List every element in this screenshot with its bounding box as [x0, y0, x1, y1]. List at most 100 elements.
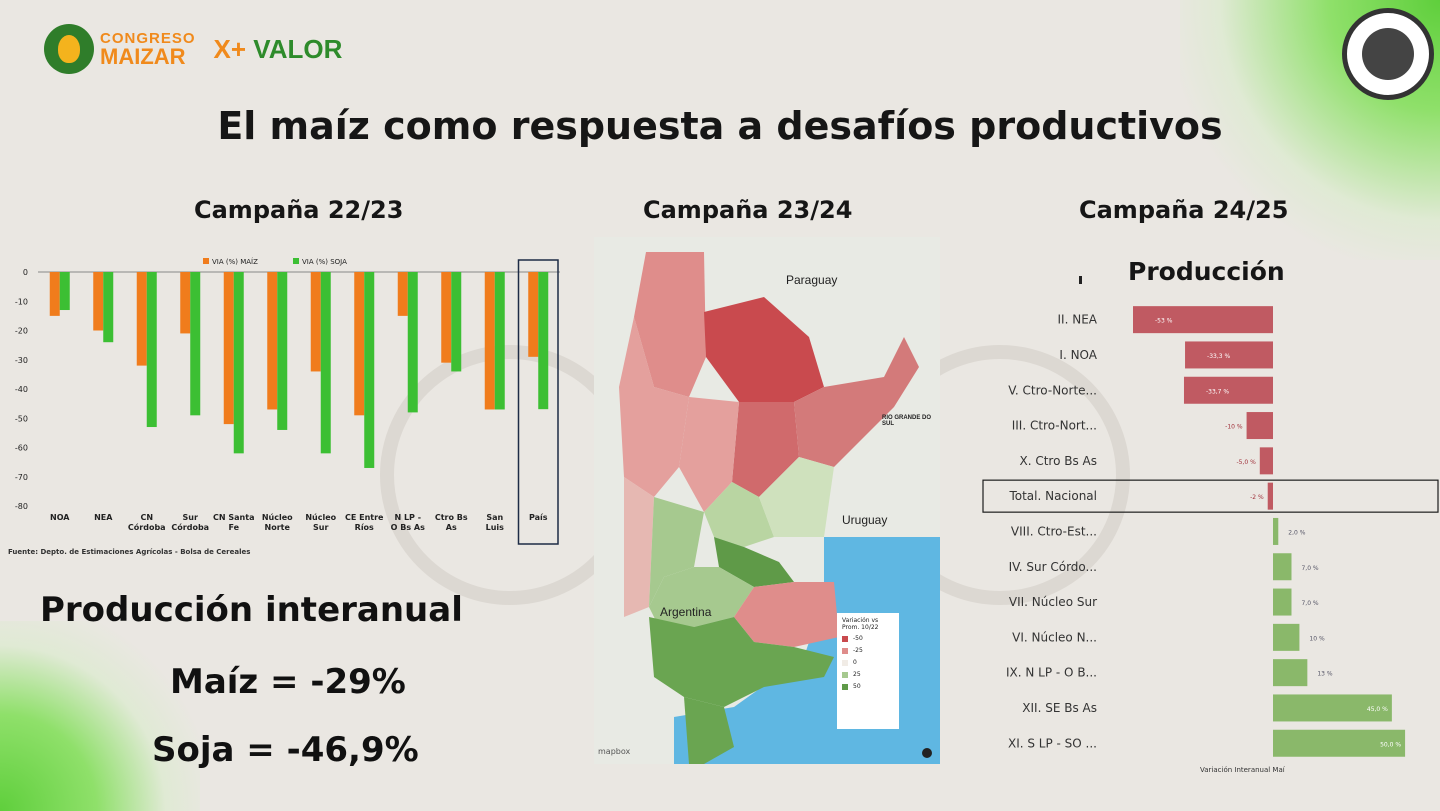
- legend-value: 0: [853, 659, 857, 667]
- hbar-value-label: 7,0 %: [1301, 600, 1318, 607]
- hbar-category-label: III. Ctro-Nort...: [1012, 419, 1097, 433]
- region-map[interactable]: Paraguay Uruguay Argentina RIO GRANDE DO…: [594, 237, 940, 764]
- hbar: [1273, 588, 1292, 616]
- map-label-uruguay: Uruguay: [842, 513, 888, 527]
- x-tick-label: País: [529, 513, 548, 522]
- map-legend: Variación vs Prom. 10/22 -50 -25 0 25 50: [837, 613, 899, 729]
- x-tick-label: N LP -O Bs As: [391, 513, 425, 532]
- legend-item: -50: [842, 635, 894, 642]
- hbar-chart-produccion: II. NEA -53 % I. NOA -33,3 % V. Ctro-Norte..…: [982, 306, 1439, 757]
- map-region-cuyo: [624, 477, 654, 617]
- hbar-category-label: I. NOA: [1059, 348, 1097, 362]
- hbar-category-label: VI. Núcleo N...: [1012, 630, 1097, 644]
- hbar-category-label: Total. Nacional: [1008, 489, 1097, 503]
- mapbox-attribution[interactable]: mapbox: [598, 747, 631, 756]
- bar-soja: [190, 272, 201, 416]
- legend-label: VIA (%) SOJA: [302, 258, 347, 266]
- x-tick-label: San Luis: [486, 513, 505, 532]
- map-region-nea-south: [732, 402, 799, 497]
- hbar-category-label: IX. N LP - O B...: [1006, 666, 1097, 680]
- maiz-logo-icon: [44, 24, 94, 74]
- bar-maiz: [49, 272, 60, 316]
- hbar: [1273, 729, 1406, 757]
- hbar-value-label: 2,0 %: [1288, 529, 1305, 536]
- hbar-category-label: XII. SE Bs As: [1022, 701, 1097, 715]
- legend-item: 50: [842, 683, 894, 690]
- x-tick-label: NEA: [94, 513, 113, 522]
- produccion-interanual-heading: Producción interanual: [40, 590, 463, 630]
- hbar-value-label: -5,0 %: [1236, 459, 1256, 466]
- campaign-title-22-23: Campaña 22/23: [194, 196, 404, 224]
- legend-item: 0: [842, 659, 894, 666]
- map-region-cordoba-north: [679, 397, 739, 512]
- legend-swatch: [293, 258, 299, 264]
- map-region-nucleo: [714, 537, 794, 587]
- bar-soja: [364, 272, 375, 468]
- congreso-maizar-logo: CONGRESO MAIZAR X+ VALOR: [44, 24, 342, 74]
- x-tick-label: Ctro Bs As: [435, 513, 468, 532]
- bar-maiz: [397, 272, 408, 316]
- hbar: [1267, 482, 1273, 510]
- bar-maiz: [354, 272, 365, 416]
- x-tick-label: CN Santa Fe: [213, 513, 254, 532]
- x-tick-label: Núcleo Sur: [305, 513, 336, 532]
- map-region-bsas-west: [649, 567, 754, 637]
- map-legend-title: Variación vs Prom. 10/22: [842, 617, 879, 632]
- bolsa-cereales-seal-icon: [1342, 8, 1434, 100]
- legend-value: -25: [853, 647, 863, 655]
- bar-soja: [407, 272, 418, 413]
- hbar-category-label: X. Ctro Bs As: [1019, 454, 1097, 468]
- hbar-value-label: 45,0 %: [1367, 706, 1388, 713]
- bar-chart-variacion: VIA (%) MAÍZ VIA (%) SOJA 0 -10 -20 -30 -40 -50…: [15, 257, 560, 545]
- map-region-sur-lp: [649, 617, 834, 707]
- hbar: [1259, 447, 1273, 475]
- bar-soja: [277, 272, 288, 430]
- hbar-value-label: 7,0 %: [1301, 565, 1318, 572]
- campaign-title-23-24: Campaña 23/24: [643, 196, 853, 224]
- bar-maiz: [267, 272, 278, 410]
- hbar-value-label: -2 %: [1250, 494, 1264, 501]
- bar-maiz: [180, 272, 191, 334]
- bar-soja: [103, 272, 114, 343]
- chart-source: Fuente: Depto. de Estimaciones Agrícolas…: [8, 548, 251, 556]
- logo-line1: CONGRESO: [100, 29, 196, 47]
- x-tick-label: NOA: [50, 513, 70, 522]
- y-tick-label: -20: [15, 327, 28, 336]
- x-tick-label: CE Entre Ríos: [345, 513, 384, 532]
- y-tick-label: -30: [15, 356, 28, 365]
- bar-maiz: [528, 272, 539, 357]
- hbar-value-label: -33,7 %: [1206, 388, 1229, 395]
- hbar: [1183, 376, 1273, 404]
- map-region-patagonia-north: [684, 697, 734, 764]
- map-region-misiones-corrientes: [794, 337, 919, 467]
- map-region-chaco: [704, 297, 824, 402]
- y-tick-label: -50: [15, 414, 28, 423]
- legend-item: -25: [842, 647, 894, 654]
- map-label-rio-grande: RIO GRANDE DO SUL: [882, 415, 932, 427]
- bar-soja: [146, 272, 157, 428]
- valor-logo: X+ VALOR: [214, 34, 343, 65]
- bar-maiz: [136, 272, 147, 366]
- bar-soja: [320, 272, 331, 454]
- legend-value: -50: [853, 635, 863, 643]
- legend-swatch: [842, 647, 848, 654]
- hbar: [1273, 553, 1292, 581]
- map-region-bsas-se: [734, 582, 839, 647]
- hbar-category-label: IV. Sur Córdo...: [1009, 560, 1097, 574]
- hbar: [1185, 341, 1273, 369]
- page-title: El maíz como respuesta a desafíos produc…: [217, 104, 1223, 148]
- bar-soja: [233, 272, 244, 454]
- legend-swatch: [842, 671, 848, 678]
- legend-swatch: [203, 258, 209, 264]
- logo-wordmark: CONGRESO MAIZAR: [100, 31, 196, 68]
- maiz-variation: Maíz = -29%: [170, 662, 406, 702]
- hbar-category-label: V. Ctro-Norte...: [1008, 383, 1097, 397]
- map-label-argentina: Argentina: [660, 605, 712, 619]
- hbar-value-label: -33,3 %: [1207, 353, 1230, 360]
- legend-item: 25: [842, 671, 894, 678]
- highlight-box: [517, 259, 559, 545]
- info-icon[interactable]: [922, 748, 932, 758]
- bar-soja: [494, 272, 505, 410]
- map-region-entre-rios: [759, 457, 834, 537]
- map-legend-items: -50 -25 0 25 50: [842, 635, 894, 690]
